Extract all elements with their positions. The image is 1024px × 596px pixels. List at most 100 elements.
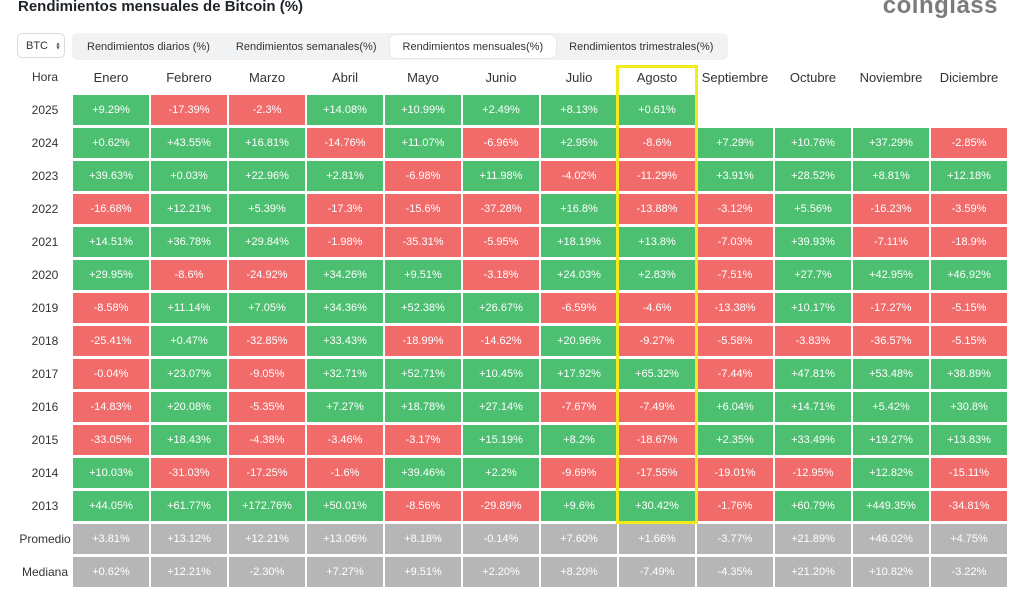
table-cell: -11.29% <box>619 161 695 191</box>
column-header-septiembre[interactable]: Septiembre <box>701 69 769 85</box>
table-cell: -4.02% <box>541 161 617 191</box>
table-cell: -24.92% <box>229 260 305 290</box>
table-cell: -14.62% <box>463 326 539 356</box>
table-cell: -7.49% <box>619 557 695 587</box>
table-cell: +0.03% <box>151 161 227 191</box>
table-cell: +10.03% <box>73 458 149 488</box>
table-cell: +12.18% <box>931 161 1007 191</box>
table-cell: -13.88% <box>619 194 695 224</box>
table-cell: -31.03% <box>151 458 227 488</box>
row-label-year-2025: 2025 <box>31 103 59 117</box>
table-cell: -2.85% <box>931 128 1007 158</box>
table-cell: +44.05% <box>73 491 149 521</box>
table-cell: +32.71% <box>307 359 383 389</box>
row-label-year-2014: 2014 <box>31 466 59 480</box>
column-header-abril[interactable]: Abril <box>331 69 358 85</box>
row-label-year-2022: 2022 <box>31 202 59 216</box>
table-cell: +52.38% <box>385 293 461 323</box>
table-cell: +34.36% <box>307 293 383 323</box>
table-cell: -3.17% <box>385 425 461 455</box>
table-cell: -19.01% <box>697 458 773 488</box>
table-cell: -8.58% <box>73 293 149 323</box>
table-cell: +16.81% <box>229 128 305 158</box>
table-cell: +7.05% <box>229 293 305 323</box>
column-header-diciembre[interactable]: Diciembre <box>939 69 999 85</box>
table-cell: -36.57% <box>853 326 929 356</box>
table-cell: -32.85% <box>229 326 305 356</box>
table-cell: +2.2% <box>463 458 539 488</box>
table-cell: -7.44% <box>697 359 773 389</box>
table-cell: +2.20% <box>463 557 539 587</box>
table-cell: +52.71% <box>385 359 461 389</box>
column-header-marzo[interactable]: Marzo <box>248 69 286 85</box>
tab-quarterly[interactable]: Rendimientos trimestrales(%) <box>569 40 714 53</box>
table-cell: -3.77% <box>697 524 773 554</box>
table-cell: -17.3% <box>307 194 383 224</box>
table-cell: +24.03% <box>541 260 617 290</box>
asset-select[interactable]: BTC ▲ ▼ <box>17 33 65 58</box>
row-label-mediana: Mediana <box>21 565 69 579</box>
table-cell: +13.12% <box>151 524 227 554</box>
row-label-year-2024: 2024 <box>31 136 59 150</box>
table-cell: +14.71% <box>775 392 851 422</box>
table-cell: +12.21% <box>151 194 227 224</box>
column-header-noviembre[interactable]: Noviembre <box>859 69 923 85</box>
column-header-julio[interactable]: Julio <box>565 69 593 85</box>
column-header-mayo[interactable]: Mayo <box>407 69 439 85</box>
column-header-enero[interactable]: Enero <box>93 69 129 85</box>
table-cell: +9.51% <box>385 260 461 290</box>
table-cell: -8.6% <box>619 128 695 158</box>
table-cell: -3.83% <box>775 326 851 356</box>
table-cell: -5.95% <box>463 227 539 257</box>
table-cell: -14.76% <box>307 128 383 158</box>
column-header-octubre[interactable]: Octubre <box>789 69 837 85</box>
table-cell: -3.59% <box>931 194 1007 224</box>
table-cell: -7.49% <box>619 392 695 422</box>
table-cell: -9.05% <box>229 359 305 389</box>
table-cell: +7.27% <box>307 557 383 587</box>
table-cell: +7.27% <box>307 392 383 422</box>
table-cell: -7.03% <box>697 227 773 257</box>
table-cell: -7.67% <box>541 392 617 422</box>
table-cell: +8.18% <box>385 524 461 554</box>
table-cell: -1.98% <box>307 227 383 257</box>
table-cell: +46.02% <box>853 524 929 554</box>
table-cell: -17.25% <box>229 458 305 488</box>
table-cell: +34.26% <box>307 260 383 290</box>
table-cell: +47.81% <box>775 359 851 389</box>
table-cell: -0.04% <box>73 359 149 389</box>
table-cell: +13.8% <box>619 227 695 257</box>
table-cell: -2.30% <box>229 557 305 587</box>
column-header-agosto[interactable]: Agosto <box>636 69 678 85</box>
table-cell: -17.55% <box>619 458 695 488</box>
table-cell: -17.27% <box>853 293 929 323</box>
column-header-junio[interactable]: Junio <box>485 69 517 85</box>
table-cell: +42.95% <box>853 260 929 290</box>
chevron-updown-icon: ▲ ▼ <box>55 39 61 51</box>
table-cell: +5.39% <box>229 194 305 224</box>
table-cell: +14.08% <box>307 95 383 125</box>
tab-daily[interactable]: Rendimientos diarios (%) <box>87 40 210 53</box>
table-cell: +15.19% <box>463 425 539 455</box>
table-cell: +4.75% <box>931 524 1007 554</box>
table-cell: +46.92% <box>931 260 1007 290</box>
table-cell: +17.92% <box>541 359 617 389</box>
table-cell: +22.96% <box>229 161 305 191</box>
table-cell: +29.95% <box>73 260 149 290</box>
tab-monthly[interactable]: Rendimientos mensuales(%) <box>389 35 557 58</box>
row-label-year-2017: 2017 <box>31 367 59 381</box>
table-cell: -1.6% <box>307 458 383 488</box>
table-cell: -3.22% <box>931 557 1007 587</box>
column-header-febrero[interactable]: Febrero <box>166 69 212 85</box>
table-cell: -13.38% <box>697 293 773 323</box>
table-cell: -35.31% <box>385 227 461 257</box>
table-header-time: Hora <box>31 70 58 84</box>
table-cell: -3.12% <box>697 194 773 224</box>
table-cell: +0.47% <box>151 326 227 356</box>
table-cell: +14.51% <box>73 227 149 257</box>
table-cell: +39.93% <box>775 227 851 257</box>
table-cell: +33.43% <box>307 326 383 356</box>
table-cell: -5.58% <box>697 326 773 356</box>
tab-weekly[interactable]: Rendimientos semanales(%) <box>235 40 377 53</box>
table-cell: +2.95% <box>541 128 617 158</box>
